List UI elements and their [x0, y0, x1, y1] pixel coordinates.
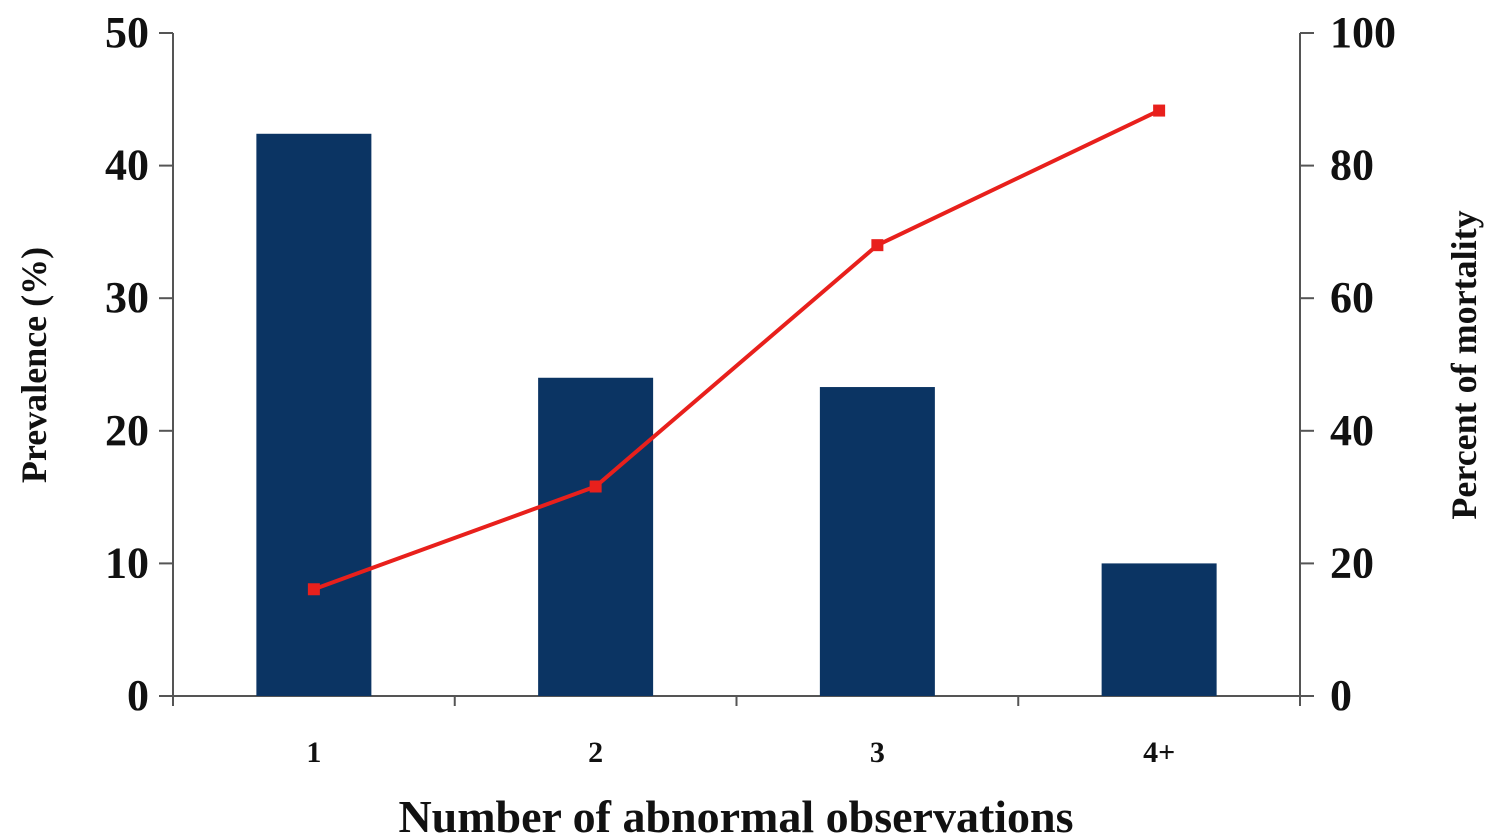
- line-point: [307, 583, 320, 596]
- y2-axis-title: Percent of mortality: [1444, 210, 1484, 519]
- right-tick-label: 60: [1330, 273, 1374, 322]
- left-tick-label: 10: [105, 538, 149, 587]
- line-point: [589, 480, 602, 493]
- axis-titles: Number of abnormal observations Prevalen…: [14, 210, 1484, 840]
- line-point: [1153, 104, 1166, 117]
- right-tick-label: 20: [1330, 538, 1374, 587]
- mortality-line: [313, 108, 1160, 592]
- bar: [1101, 563, 1217, 696]
- left-tick-label: 30: [105, 273, 149, 322]
- x-tick-label: 4+: [1143, 736, 1175, 769]
- left-tick-label: 50: [105, 8, 149, 57]
- x-tick-label: 1: [306, 736, 321, 769]
- bar: [538, 377, 654, 696]
- x-tick-label: 3: [870, 736, 885, 769]
- y-axis-title: Prevalence (%): [14, 247, 54, 483]
- line-point: [871, 239, 884, 252]
- bar-series: [256, 133, 1217, 696]
- bar: [819, 387, 935, 696]
- right-tick-label: 40: [1330, 406, 1374, 455]
- right-tick-label: 80: [1330, 141, 1374, 190]
- right-tick-label: 100: [1330, 8, 1396, 57]
- bar: [256, 133, 372, 696]
- x-tick-label: 2: [588, 736, 603, 769]
- left-tick-label: 0: [127, 671, 149, 720]
- right-tick-label: 0: [1330, 671, 1352, 720]
- x-axis-title: Number of abnormal observations: [398, 791, 1073, 840]
- tick-labels: 0 10 20 30 40 50 0 20 40 60 80 100 1 2 3 4+: [105, 8, 1396, 769]
- left-tick-label: 20: [105, 406, 149, 455]
- left-tick-label: 40: [105, 141, 149, 190]
- line-series: [307, 104, 1166, 596]
